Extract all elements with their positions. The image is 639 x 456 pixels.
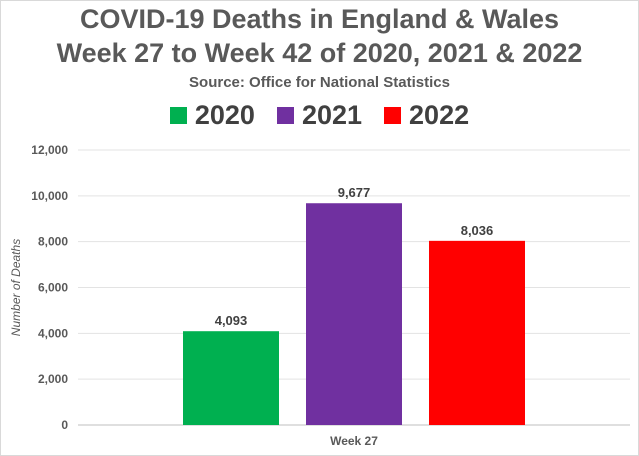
y-tick-label: 2,000: [38, 372, 68, 386]
legend-swatch-2022: [384, 107, 402, 124]
bar-2020: [183, 331, 279, 425]
y-tick-label: 0: [61, 418, 68, 432]
data-label-2020: 4,093: [215, 313, 248, 328]
bar-2021: [306, 203, 402, 425]
legend-swatch-2020: [169, 107, 187, 124]
legend: 2020 2021 2022: [0, 100, 639, 131]
chart-source: Source: Office for National Statistics: [189, 74, 450, 91]
legend-item-2021: 2021: [276, 100, 363, 131]
legend-item-2020: 2020: [169, 100, 255, 131]
x-tick-label: Week 27: [330, 434, 378, 448]
legend-item-2022: 2022: [384, 100, 469, 131]
y-tick-label: 8,000: [38, 235, 68, 249]
legend-label-2022: 2022: [409, 100, 470, 130]
legend-label-2021: 2021: [301, 100, 363, 130]
bar-2022: [429, 240, 525, 425]
y-tick-label: 4,000: [38, 326, 68, 340]
chart-title: COVID-19 Deaths in England & Wales: [79, 4, 560, 34]
y-tick-label: 10,000: [31, 189, 68, 203]
data-label-2021: 9,677: [338, 185, 371, 200]
y-axis-title: Number of Deaths: [9, 239, 23, 336]
legend-swatch-2021: [276, 107, 294, 124]
chart-subtitle: Week 27 to Week 42 of 2020, 2021 & 2022: [56, 38, 583, 68]
legend-label-2020: 2020: [194, 100, 255, 130]
y-tick-label: 6,000: [38, 281, 68, 295]
y-tick-label: 12,000: [31, 143, 68, 157]
data-label-2022: 8,036: [461, 223, 494, 238]
